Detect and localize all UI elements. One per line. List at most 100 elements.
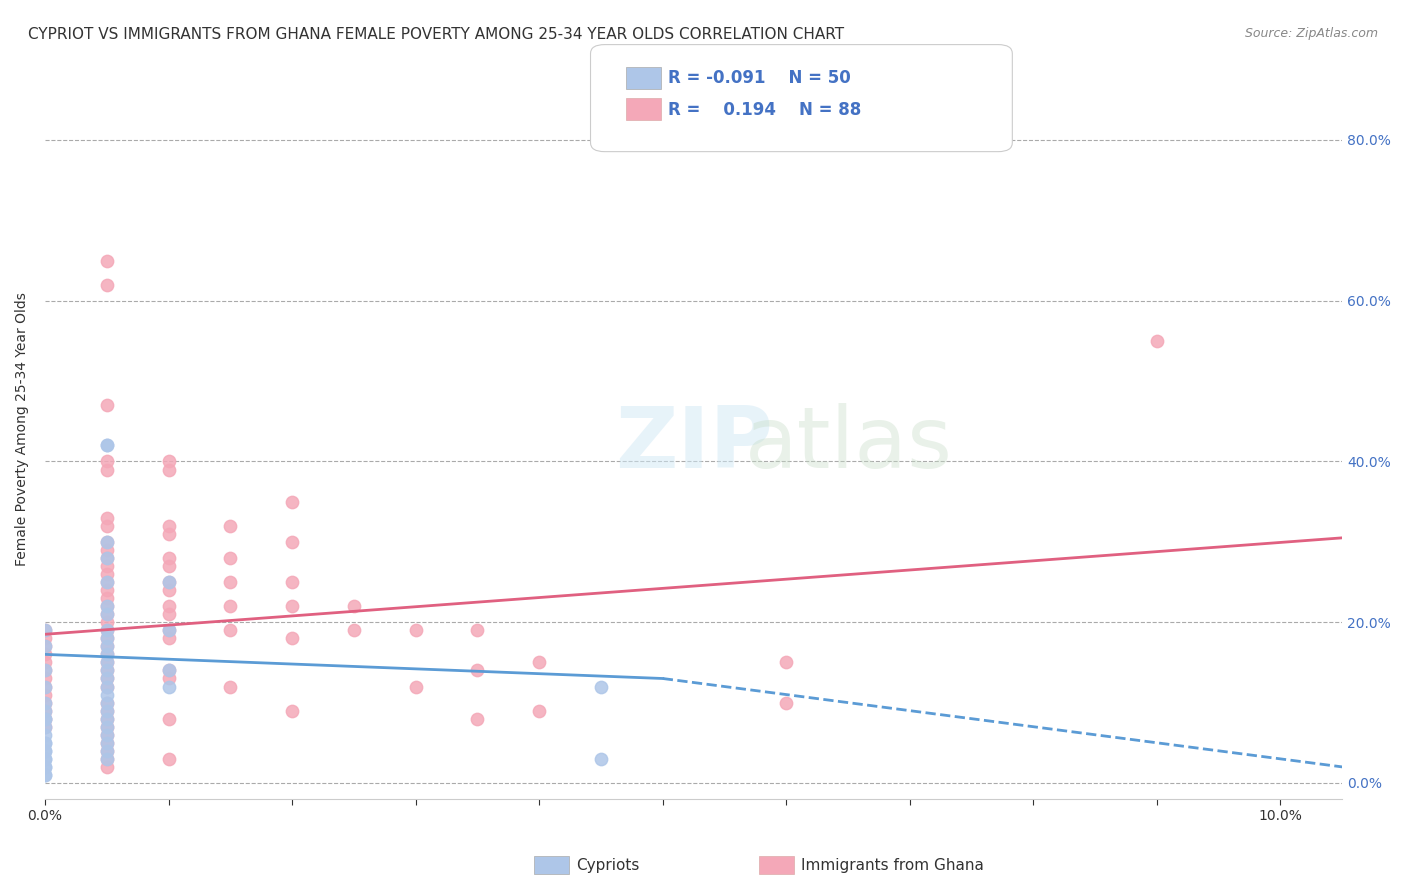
Point bbox=[281, 534, 304, 549]
Point bbox=[157, 550, 180, 565]
Point bbox=[219, 550, 242, 565]
Point bbox=[96, 253, 118, 268]
Point bbox=[34, 720, 56, 734]
Point bbox=[34, 712, 56, 726]
Point bbox=[96, 744, 118, 758]
Y-axis label: Female Poverty Among 25-34 Year Olds: Female Poverty Among 25-34 Year Olds bbox=[15, 293, 30, 566]
Point bbox=[96, 624, 118, 638]
Point bbox=[96, 656, 118, 670]
Point bbox=[34, 760, 56, 774]
Point bbox=[34, 624, 56, 638]
Point bbox=[157, 518, 180, 533]
Point bbox=[219, 624, 242, 638]
Point bbox=[589, 680, 612, 694]
Point bbox=[157, 526, 180, 541]
Point bbox=[219, 518, 242, 533]
Point bbox=[96, 728, 118, 742]
Point bbox=[34, 760, 56, 774]
Point bbox=[96, 550, 118, 565]
Point bbox=[96, 454, 118, 468]
Point bbox=[34, 704, 56, 718]
Point bbox=[96, 704, 118, 718]
Point bbox=[96, 462, 118, 476]
Point bbox=[96, 624, 118, 638]
Point bbox=[281, 632, 304, 646]
Point bbox=[96, 736, 118, 750]
Point bbox=[96, 534, 118, 549]
Point bbox=[96, 583, 118, 598]
Text: atlas: atlas bbox=[745, 402, 953, 485]
Point bbox=[34, 704, 56, 718]
Point bbox=[96, 720, 118, 734]
Point bbox=[96, 550, 118, 565]
Point bbox=[34, 768, 56, 782]
Point bbox=[96, 277, 118, 292]
Text: Cypriots: Cypriots bbox=[576, 858, 640, 872]
Point bbox=[157, 624, 180, 638]
Point bbox=[34, 752, 56, 766]
Point bbox=[281, 575, 304, 590]
Point bbox=[157, 752, 180, 766]
Point bbox=[96, 720, 118, 734]
Point bbox=[96, 648, 118, 662]
Point bbox=[34, 680, 56, 694]
Text: Immigrants from Ghana: Immigrants from Ghana bbox=[801, 858, 984, 872]
Point bbox=[157, 575, 180, 590]
Point bbox=[96, 398, 118, 412]
Text: R = -0.091    N = 50: R = -0.091 N = 50 bbox=[668, 70, 851, 87]
Text: Source: ZipAtlas.com: Source: ZipAtlas.com bbox=[1244, 27, 1378, 40]
Point bbox=[405, 680, 427, 694]
Point bbox=[34, 688, 56, 702]
Point bbox=[96, 736, 118, 750]
Point bbox=[96, 607, 118, 622]
Point bbox=[34, 720, 56, 734]
Point bbox=[96, 672, 118, 686]
Point bbox=[34, 640, 56, 654]
Point bbox=[96, 728, 118, 742]
Point bbox=[157, 599, 180, 614]
Point bbox=[157, 575, 180, 590]
Point bbox=[96, 680, 118, 694]
Point bbox=[34, 752, 56, 766]
Text: R =    0.194    N = 88: R = 0.194 N = 88 bbox=[668, 101, 860, 119]
Point bbox=[96, 575, 118, 590]
Point bbox=[96, 664, 118, 678]
Point bbox=[219, 680, 242, 694]
Point bbox=[157, 664, 180, 678]
Point bbox=[467, 712, 489, 726]
Point bbox=[96, 672, 118, 686]
Point bbox=[96, 712, 118, 726]
Point bbox=[775, 696, 797, 710]
Point bbox=[96, 704, 118, 718]
Point bbox=[96, 575, 118, 590]
Point bbox=[405, 624, 427, 638]
Point bbox=[157, 607, 180, 622]
Point bbox=[34, 696, 56, 710]
Point bbox=[96, 656, 118, 670]
Point bbox=[96, 438, 118, 452]
Point bbox=[157, 672, 180, 686]
Point bbox=[157, 632, 180, 646]
Text: ZIP: ZIP bbox=[614, 402, 772, 485]
Point bbox=[96, 438, 118, 452]
Point bbox=[96, 510, 118, 524]
Point bbox=[527, 704, 550, 718]
Point bbox=[281, 494, 304, 508]
Point bbox=[467, 664, 489, 678]
Point bbox=[34, 632, 56, 646]
Point bbox=[157, 624, 180, 638]
Point bbox=[96, 744, 118, 758]
Point bbox=[96, 752, 118, 766]
Point bbox=[157, 462, 180, 476]
Point bbox=[96, 599, 118, 614]
Point bbox=[96, 680, 118, 694]
Point bbox=[343, 599, 366, 614]
Point bbox=[34, 744, 56, 758]
Point bbox=[96, 688, 118, 702]
Point bbox=[343, 624, 366, 638]
Point bbox=[96, 664, 118, 678]
Point bbox=[96, 752, 118, 766]
Point bbox=[96, 542, 118, 557]
Point bbox=[1146, 334, 1168, 348]
Point bbox=[34, 672, 56, 686]
